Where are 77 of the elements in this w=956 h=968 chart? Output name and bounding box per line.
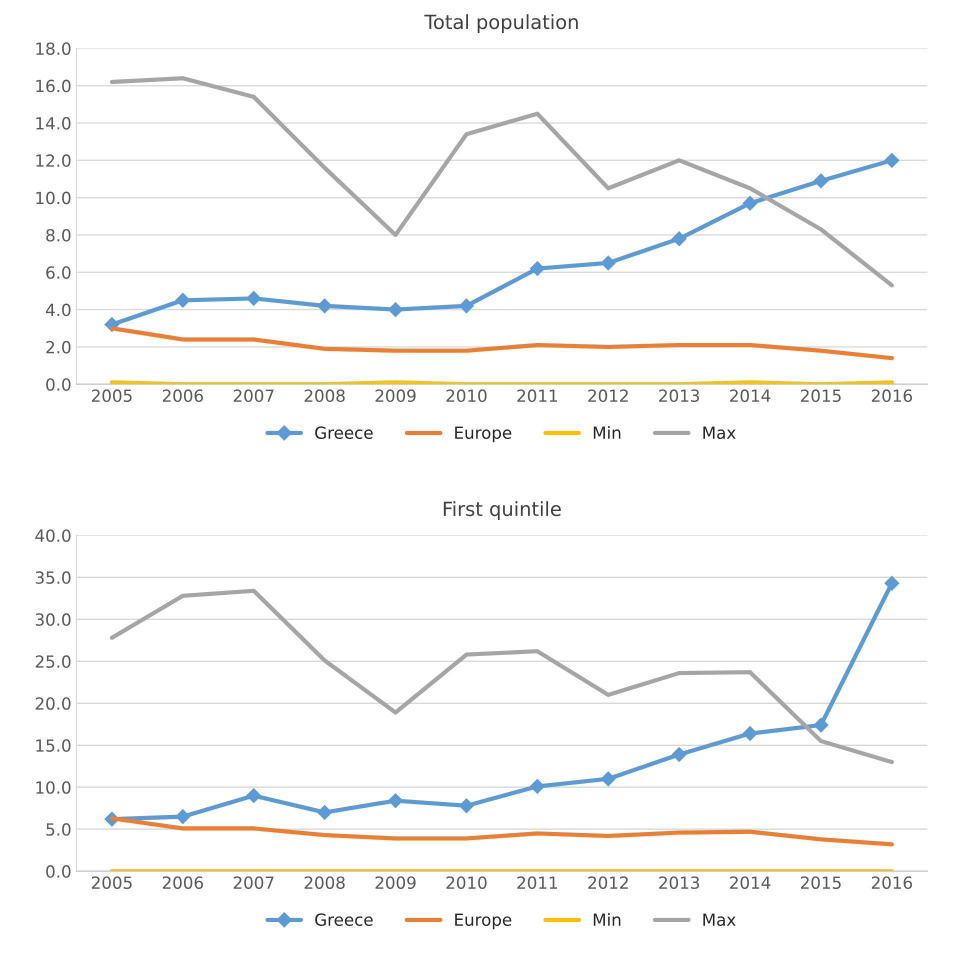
y-tick-label: 4.0 [46, 304, 71, 316]
legend-label: Max [703, 426, 736, 440]
x-tick-label: 2008 [304, 876, 345, 889]
line-series [110, 588, 894, 764]
x-tick-label: 2013 [659, 876, 700, 889]
legend-label: Greece [315, 913, 373, 926]
y-tick-label: 6.0 [46, 266, 71, 279]
point [317, 805, 332, 820]
point [459, 298, 474, 314]
point [246, 291, 262, 306]
point [672, 231, 687, 246]
point [814, 718, 828, 733]
y-tick-label: 0.0 [46, 865, 71, 878]
x-tick-label: 2010 [446, 876, 487, 889]
x-tick-label: 2005 [92, 389, 132, 402]
y-tick-label: 25.0 [36, 655, 71, 668]
point [388, 302, 403, 317]
y-tick-label: 0.0 [46, 378, 71, 391]
y-tick-label: 40.0 [35, 529, 71, 542]
point [742, 196, 758, 211]
y-tick-label: 12.0 [36, 154, 71, 167]
y-tick-label: 16.0 [36, 80, 71, 92]
point [600, 256, 616, 270]
y-tick-label: 35.0 [36, 571, 71, 584]
x-tick-label: 2012 [588, 876, 628, 889]
y-tick-label: 14.0 [36, 116, 71, 130]
point [884, 576, 900, 591]
legend-label: Europe [455, 426, 512, 442]
point [246, 788, 262, 804]
x-tick-label: 2014 [730, 389, 770, 402]
line-series [110, 76, 894, 288]
legend-label: Europe [455, 914, 512, 930]
legend-label: Min [594, 426, 620, 439]
y-tick-label: 5.0 [46, 823, 71, 836]
x-tick-label: 2013 [659, 389, 700, 402]
point [600, 771, 616, 786]
y-tick-label: 18.0 [36, 42, 71, 55]
y-tick-label: 20.0 [36, 697, 71, 710]
chart-title: First quintile [444, 501, 561, 520]
x-tick-label: 2011 [517, 389, 558, 402]
x-tick-label: 2010 [446, 389, 487, 402]
x-tick-label: 2006 [162, 389, 203, 402]
x-tick-label: 2016 [872, 876, 912, 889]
point [672, 747, 687, 762]
point [530, 261, 545, 276]
point [884, 152, 900, 168]
point [742, 726, 758, 741]
chart-title: Total population [424, 14, 578, 33]
point [814, 173, 828, 188]
x-tick-label: 2009 [376, 389, 416, 402]
point [175, 292, 190, 308]
legend-label: Min [594, 913, 620, 926]
point [317, 298, 332, 314]
x-tick-label: 2006 [162, 876, 203, 889]
x-tick-label: 2012 [588, 389, 628, 402]
x-tick-label: 2014 [730, 876, 770, 889]
point [175, 809, 190, 824]
y-tick-label: 8.0 [46, 228, 71, 242]
point [530, 779, 545, 794]
x-tick-label: 2005 [92, 876, 132, 889]
x-tick-label: 2011 [517, 876, 558, 889]
point [459, 798, 474, 814]
x-tick-label: 2009 [376, 876, 416, 889]
legend-label: Greece [315, 426, 373, 440]
y-tick-label: 15.0 [36, 739, 71, 752]
y-tick-label: 10.0 [36, 192, 71, 204]
legend-label: Max [703, 914, 736, 926]
y-tick-label: 2.0 [46, 340, 71, 354]
x-tick-label: 2016 [872, 389, 912, 402]
x-tick-label: 2008 [304, 389, 345, 402]
y-tick-label: 10.0 [36, 781, 71, 794]
x-tick-label: 2007 [234, 876, 274, 889]
y-tick-label: 30.0 [36, 613, 71, 626]
x-tick-label: 2015 [800, 876, 841, 889]
point [388, 793, 403, 808]
x-tick-label: 2007 [234, 389, 274, 402]
x-tick-label: 2015 [800, 389, 841, 402]
